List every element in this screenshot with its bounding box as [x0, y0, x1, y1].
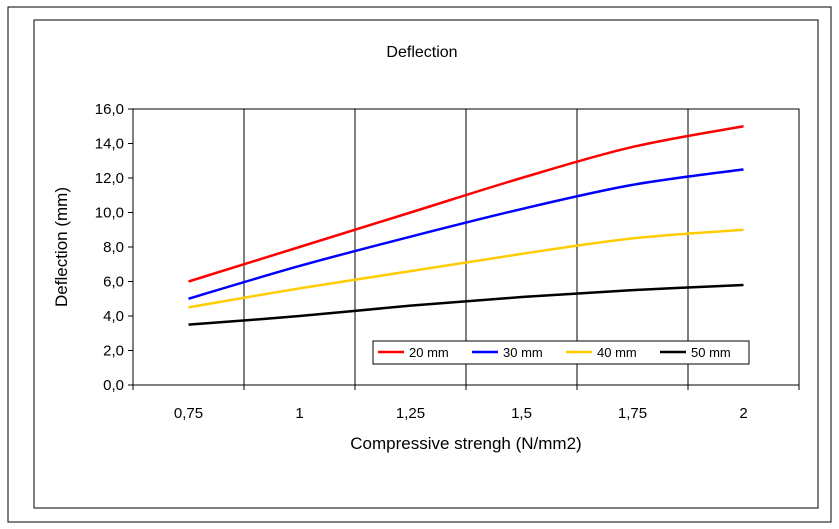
y-tick-label: 16,0	[95, 101, 124, 118]
y-tick-label: 14,0	[95, 136, 124, 153]
x-tick-label: 1,25	[396, 405, 425, 422]
series-line-40-mm	[188, 228, 744, 309]
y-tick-label: 4,0	[103, 308, 124, 325]
legend-label: 20 mm	[409, 345, 449, 360]
legend-label: 40 mm	[597, 345, 637, 360]
y-tick-label: 12,0	[95, 170, 124, 187]
grid-lines	[243, 109, 689, 385]
y-axis-ticks: 0,0 2,0 4,0 6,0 8,0 10,0 12,0 14,0 16,0	[95, 101, 133, 394]
y-tick-label: 0,0	[103, 377, 124, 394]
chart-area-border	[33, 19, 819, 509]
x-tick-label: 2	[739, 405, 747, 422]
legend-label: 50 mm	[691, 345, 731, 360]
x-tick-label: 1,5	[511, 405, 532, 422]
series-line-50-mm	[188, 283, 744, 326]
legend: 20 mm 30 mm 40 mm 50 mm	[372, 340, 750, 365]
y-tick-label: 8,0	[103, 239, 124, 256]
legend-box	[372, 340, 750, 365]
x-tick-label: 1,75	[618, 405, 647, 422]
chart-title: Deflection	[386, 44, 457, 61]
series-lines	[188, 125, 744, 326]
series-line-30-mm	[188, 168, 744, 300]
legend-label: 30 mm	[503, 345, 543, 360]
x-tick-label: 0,75	[174, 405, 203, 422]
y-axis-title: Deflection (mm)	[52, 187, 71, 307]
x-axis-title: Compressive strengh (N/mm2)	[350, 434, 581, 453]
y-tick-label: 10,0	[95, 205, 124, 222]
series-line-20-mm	[188, 125, 744, 283]
y-tick-label: 2,0	[103, 343, 124, 360]
x-axis-ticks: 0,75 1 1,25 1,5 1,75 2	[132, 385, 800, 422]
x-tick-label: 1	[295, 405, 303, 422]
y-tick-label: 6,0	[103, 274, 124, 291]
